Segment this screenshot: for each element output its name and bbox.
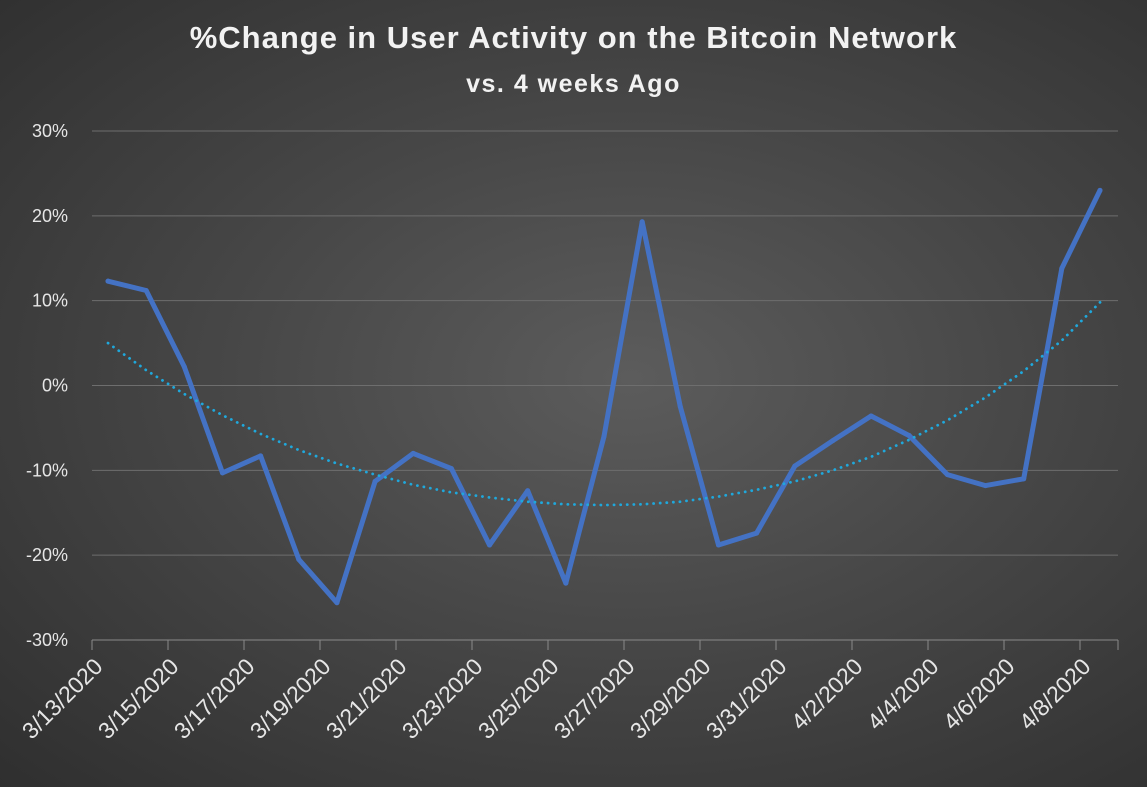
y-tick-label: 30%: [32, 121, 68, 141]
data-point: [258, 453, 264, 459]
x-tick-label: 3/21/2020: [321, 653, 412, 744]
gridlines: [92, 130, 1118, 641]
data-point: [944, 472, 950, 478]
data-point: [601, 433, 607, 439]
x-tick-label: 3/27/2020: [549, 653, 640, 744]
data-point: [1059, 265, 1065, 271]
data-point: [639, 219, 645, 225]
data-point: [105, 278, 111, 284]
data-point: [181, 364, 187, 370]
data-point: [754, 530, 760, 536]
data-point: [868, 413, 874, 419]
data-point: [1021, 476, 1027, 482]
data-point: [525, 488, 531, 494]
data-point: [677, 404, 683, 410]
trendline: [106, 300, 1102, 507]
data-point: [410, 450, 416, 456]
x-tick-label: 3/31/2020: [701, 653, 792, 744]
data-point: [219, 470, 225, 476]
series: [105, 187, 1103, 606]
series-line: [105, 187, 1103, 606]
chart-subtitle: vs. 4 weeks Ago: [466, 70, 681, 98]
x-axis-ticks: 3/13/20203/15/20203/17/20203/19/20203/21…: [17, 653, 1096, 744]
y-tick-label: 0%: [42, 376, 68, 396]
y-tick-label: 10%: [32, 291, 68, 311]
x-tick-label: 3/19/2020: [245, 653, 336, 744]
x-tick-label: 4/6/2020: [938, 653, 1020, 735]
x-tick-label: 3/23/2020: [397, 653, 488, 744]
x-tick-label: 3/15/2020: [93, 653, 184, 744]
data-point: [792, 463, 798, 469]
y-tick-label: -20%: [26, 545, 68, 565]
data-point: [448, 466, 454, 472]
data-point: [1097, 187, 1103, 193]
x-tick-label: 4/2/2020: [786, 653, 868, 735]
y-axis-ticks: 30% 20% 10% 0% -10% -20% -30%: [26, 121, 68, 650]
x-tick-label: 3/13/2020: [17, 653, 108, 744]
data-point: [487, 542, 493, 548]
x-tick-label: 3/17/2020: [169, 653, 260, 744]
y-tick-label: -10%: [26, 460, 68, 480]
axes: [91, 639, 1119, 650]
data-point: [372, 478, 378, 484]
x-tick-label: 4/4/2020: [862, 653, 944, 735]
data-point: [830, 438, 836, 444]
data-point: [334, 600, 340, 606]
x-tick-label: 4/8/2020: [1014, 653, 1096, 735]
x-tick-label: 3/29/2020: [625, 653, 716, 744]
data-point: [296, 556, 302, 562]
data-point: [906, 433, 912, 439]
data-point: [983, 483, 989, 489]
x-tick-label: 3/25/2020: [473, 653, 564, 744]
y-tick-label: -30%: [26, 630, 68, 650]
data-point: [143, 287, 149, 293]
data-point: [563, 580, 569, 586]
chart-title: %Change in User Activity on the Bitcoin …: [189, 20, 958, 55]
data-point: [715, 542, 721, 548]
y-tick-label: 20%: [32, 206, 68, 226]
